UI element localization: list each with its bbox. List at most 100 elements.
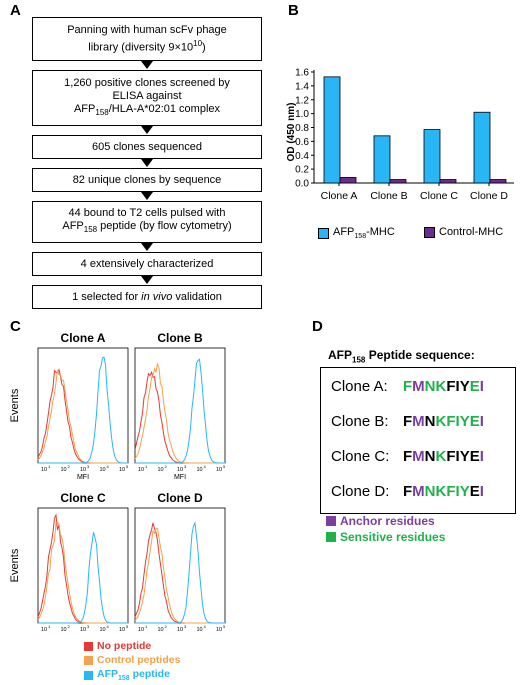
peptide-box: Clone A: F M N K F I Y E I Clone B: F M N K F I Y E I Clone …	[320, 367, 516, 514]
residue: N	[424, 483, 436, 500]
legend-swatch	[424, 226, 435, 238]
residue: K	[435, 378, 447, 395]
flow-tick-label: 10	[80, 627, 86, 633]
bar-legend-afp: AFP158-MHC	[318, 226, 395, 240]
flow-tick-exp: 4	[204, 624, 207, 629]
elisa-bar-chart: OD (450 nm) 0.0 0.2 0.4 0.6 0.8 1.0 1.2 1.4 1.6 C…	[286, 68, 514, 202]
flow-legend-no-peptide: No peptide	[84, 640, 151, 652]
residue: F	[446, 378, 456, 395]
y-tick-label: 1.2	[295, 95, 309, 106]
legend-anchor: Anchor residues	[326, 514, 435, 528]
flow-tick-label: 10	[119, 627, 125, 633]
flow-tick-label: 10	[80, 467, 86, 473]
flow-tick-exp: 4	[204, 464, 207, 469]
y-tick-label: 1.0	[295, 109, 309, 120]
flow-arrow	[141, 159, 153, 167]
histogram-curve-no-peptide	[134, 370, 225, 464]
legend-swatch	[326, 516, 336, 526]
y-tick-label: 0.4	[295, 151, 309, 162]
flow-y-label: Events	[9, 548, 21, 582]
flow-tick-label: 10	[99, 627, 105, 633]
flow-step-6: 4 extensively characterized	[32, 252, 262, 276]
y-tick-label: 0.0	[295, 179, 309, 190]
flow-tick-exp: 3	[87, 624, 90, 629]
histogram-curve-control	[37, 521, 128, 624]
flow-tick-label: 10	[157, 467, 163, 473]
flow-arrow	[141, 192, 153, 200]
flow-tick-label: 10	[196, 627, 202, 633]
flow-y-label: Events	[9, 388, 21, 422]
residue: M	[412, 413, 425, 430]
residue: Y	[459, 378, 470, 395]
y-tick-label: 1.4	[295, 81, 309, 92]
residue: I	[455, 448, 460, 465]
flow-step-3: 605 clones sequenced	[32, 135, 262, 159]
residue: E	[469, 413, 480, 430]
residue: I	[479, 448, 484, 465]
flow-step-7: 1 selected for in vivo validation	[32, 285, 262, 309]
legend-swatch	[84, 670, 93, 680]
legend-sensitive: Sensitive residues	[326, 530, 445, 544]
bar-legend-control: Control-MHC	[424, 226, 503, 238]
residue: N	[424, 378, 436, 395]
flow-tick-label: 10	[41, 467, 47, 473]
flow-tick-label: 10	[216, 627, 222, 633]
residue: Y	[459, 413, 470, 430]
flow-plot-frame	[37, 347, 129, 464]
flow-tick-exp: 2	[165, 624, 168, 629]
bar-control-3	[439, 179, 457, 184]
peptide-row: Clone C: F M N K F I Y E I	[331, 448, 484, 465]
residue: F	[403, 413, 413, 430]
residue: F	[403, 483, 413, 500]
flow-x-label: MFI	[77, 474, 89, 481]
flow-tick-label: 10	[138, 627, 144, 633]
y-tick-label: 0.2	[295, 165, 309, 176]
clone-label: Clone D:	[331, 483, 390, 500]
legend-swatch	[318, 227, 329, 239]
bar-afp-4	[473, 111, 491, 184]
flow-tick-exp: 5	[126, 464, 129, 469]
flow-panel-3: Clone C101102103104105MFIEvents	[9, 491, 129, 633]
flow-x-label: MFI	[174, 474, 186, 481]
panel-label-c: C	[10, 318, 21, 335]
x-tick-label: Clone A	[321, 190, 358, 202]
residue: M	[412, 378, 425, 395]
clone-label: Clone C:	[331, 448, 390, 465]
residue: F	[446, 448, 456, 465]
flow-tick-label: 10	[41, 627, 47, 633]
flow-tick-exp: 5	[223, 624, 226, 629]
bar-control-1	[339, 177, 357, 184]
residue: I	[479, 378, 484, 395]
bar-control-4	[489, 179, 507, 184]
residue: F	[403, 448, 413, 465]
histogram-curve-control	[37, 370, 128, 464]
flow-tick-exp: 1	[145, 624, 148, 629]
residue: K	[435, 483, 447, 500]
residue: I	[455, 483, 460, 500]
x-tick-label: Clone C	[420, 190, 458, 202]
flow-tick-exp: 3	[184, 624, 187, 629]
x-tick-label: Clone D	[470, 190, 508, 202]
clone-label: Clone A:	[331, 378, 388, 395]
flow-tick-exp: 2	[68, 624, 71, 629]
flow-tick-exp: 2	[165, 464, 168, 469]
residue: I	[479, 483, 484, 500]
residue: N	[424, 413, 436, 430]
histogram-curve-afp	[135, 521, 225, 624]
y-tick-label: 0.8	[295, 123, 309, 134]
flow-panel-title: Clone D	[157, 491, 203, 505]
legend-swatch	[326, 532, 336, 542]
legend-swatch	[84, 641, 93, 651]
flow-tick-label: 10	[60, 627, 66, 633]
flow-tick-label: 10	[177, 627, 183, 633]
flow-tick-exp: 3	[184, 464, 187, 469]
residue: Y	[459, 448, 470, 465]
flow-tick-exp: 1	[48, 624, 51, 629]
flow-tick-label: 10	[177, 467, 183, 473]
residue: E	[469, 448, 480, 465]
histogram-curve-no-peptide	[37, 513, 128, 624]
flow-step-1: Panning with human scFv phage library (di…	[32, 17, 262, 61]
histogram-curve-no-peptide	[37, 368, 128, 464]
